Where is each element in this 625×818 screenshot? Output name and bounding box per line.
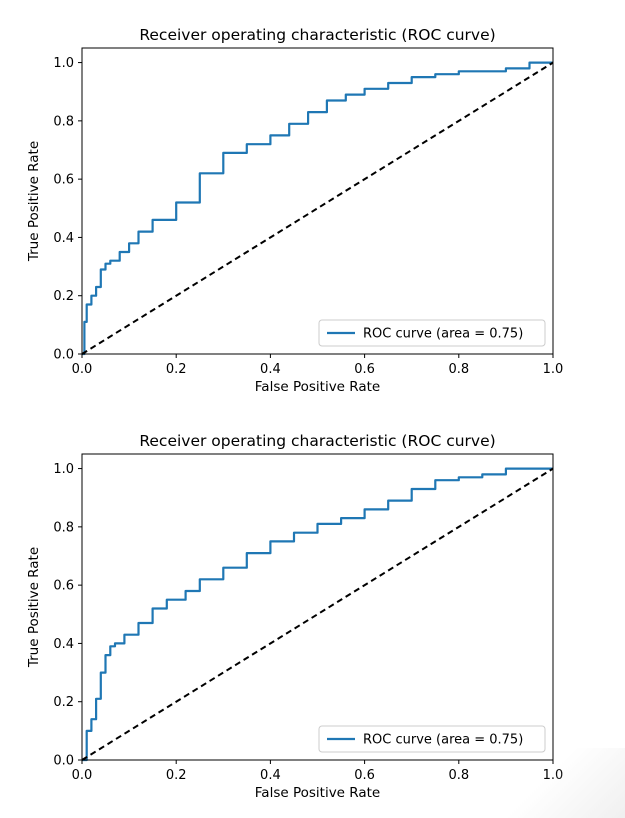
legend: ROC curve (area = 0.75) (318, 725, 546, 753)
legend-box (318, 319, 546, 347)
plot-frame (81, 47, 554, 355)
x-tick-label: 0.8 (448, 362, 469, 377)
y-tick-label: 0.2 (53, 289, 74, 304)
y-tick-label: 1.0 (53, 462, 74, 477)
y-tick-label: 0.2 (53, 695, 74, 710)
legend: ROC curve (area = 0.75) (318, 319, 546, 347)
legend-box (318, 725, 546, 753)
y-tick-label: 0.6 (53, 173, 74, 188)
x-tick-label: 0.8 (448, 768, 469, 783)
y-tick-label: 0.4 (53, 637, 74, 652)
legend-entry: ROC curve (area = 0.75) (363, 327, 523, 342)
x-axis-label: False Positive Rate (255, 785, 380, 801)
plot-frame (81, 453, 554, 761)
roc-chart-2: Receiver operating characteristic (ROC c… (26, 432, 563, 801)
chart-title: Receiver operating characteristic (ROC c… (139, 26, 495, 44)
roc-chart-1: Receiver operating characteristic (ROC c… (26, 26, 563, 395)
roc-curve-line (82, 61, 553, 356)
chance-diagonal-line (81, 61, 554, 355)
y-tick-label: 0.8 (53, 114, 74, 129)
y-tick-label: 1.0 (53, 56, 74, 71)
x-tick-label: 0.6 (354, 768, 375, 783)
y-axis-label: True Positive Rate (26, 547, 42, 668)
x-tick-label: 0.0 (72, 768, 93, 783)
x-tick-label: 1.0 (543, 768, 564, 783)
y-tick-label: 0.0 (53, 754, 74, 769)
legend-entry: ROC curve (area = 0.75) (363, 733, 523, 748)
y-tick-label: 0.0 (53, 348, 74, 363)
chart-title: Receiver operating characteristic (ROC c… (139, 432, 495, 450)
chance-diagonal-line (81, 467, 554, 761)
x-tick-label: 0.4 (260, 362, 281, 377)
x-tick-label: 0.2 (166, 768, 187, 783)
roc-curve-line (82, 467, 553, 762)
x-tick-label: 1.0 (543, 362, 564, 377)
x-tick-label: 0.0 (72, 362, 93, 377)
y-tick-label: 0.6 (53, 579, 74, 594)
x-tick-label: 0.6 (354, 362, 375, 377)
x-tick-label: 0.4 (260, 768, 281, 783)
y-axis-label: True Positive Rate (26, 141, 42, 262)
x-tick-label: 0.2 (166, 362, 187, 377)
y-tick-label: 0.8 (53, 520, 74, 535)
y-tick-label: 0.4 (53, 231, 74, 246)
x-axis-label: False Positive Rate (255, 379, 380, 395)
